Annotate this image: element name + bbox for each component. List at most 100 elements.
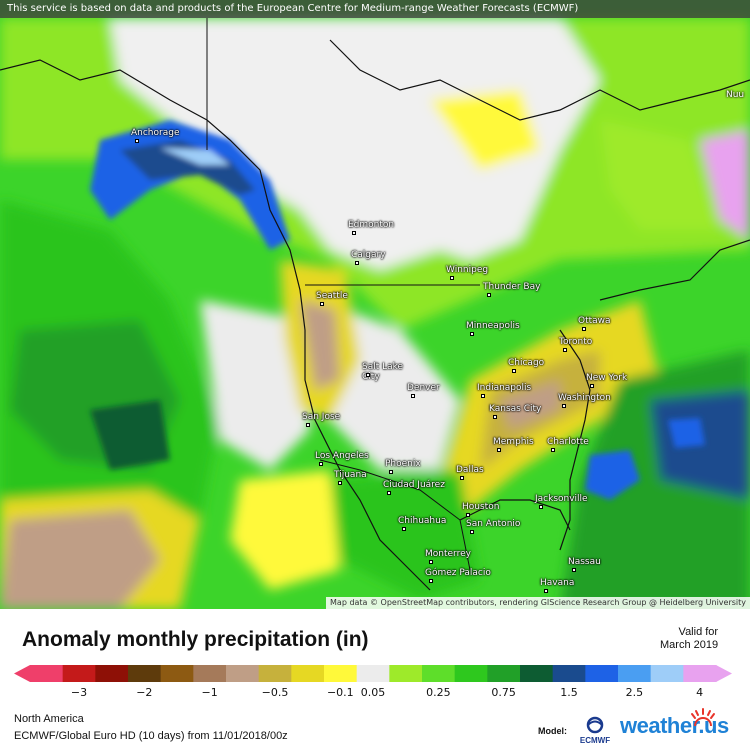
city-marker-icon <box>460 476 464 480</box>
city-label[interactable]: Washington <box>558 393 611 408</box>
city-marker-icon <box>544 589 548 593</box>
city-marker-icon <box>551 448 555 452</box>
city-label[interactable]: Chihuahua <box>398 516 446 531</box>
legend-swatch <box>618 665 652 682</box>
svg-text:ECMWF: ECMWF <box>580 736 610 745</box>
region-label: North America <box>14 713 84 725</box>
legend-tick-label: 0.05 <box>360 686 386 699</box>
legend-swatch <box>520 665 554 682</box>
city-label[interactable]: Toronto <box>559 337 592 352</box>
city-label[interactable]: Indianapolis <box>477 383 531 398</box>
city-label[interactable]: Minneapolis <box>466 321 520 336</box>
city-label[interactable]: Houston <box>462 502 499 517</box>
city-label[interactable]: Los Angeles <box>315 451 369 466</box>
city-label[interactable]: Ottawa <box>578 316 611 331</box>
ecmwf-logo: ECMWF <box>575 716 615 746</box>
city-label[interactable]: Winnipeg <box>446 265 488 280</box>
city-marker-icon <box>562 404 566 408</box>
city-marker-icon <box>389 470 393 474</box>
city-label[interactable]: Chicago <box>508 358 544 373</box>
city-marker-icon <box>338 481 342 485</box>
legend-swatch <box>422 665 456 682</box>
legend-swatch <box>160 665 194 682</box>
city-marker-icon <box>352 231 356 235</box>
color-legend: −3 −2 −1 −0.5 −0.1 0.05 0.25 0.75 1.5 2.5 4 <box>0 659 750 699</box>
city-marker-icon <box>319 462 323 466</box>
edge-city-label: Nuu <box>726 90 745 100</box>
city-marker-icon <box>487 293 491 297</box>
legend-swatch <box>389 665 423 682</box>
city-label[interactable]: Anchorage <box>131 128 180 143</box>
model-run-info: ECMWF/Global Euro HD (10 days) from 11/0… <box>14 730 288 742</box>
city-marker-icon <box>470 332 474 336</box>
legend-swatch <box>95 665 129 682</box>
city-label[interactable]: Edmonton <box>348 220 394 235</box>
map-attribution[interactable]: Map data © OpenStreetMap contributors, r… <box>326 597 750 609</box>
model-label: Model: <box>538 726 567 736</box>
city-label[interactable]: Denver <box>407 383 440 398</box>
legend-tick-label: 1.5 <box>560 686 578 699</box>
legend-tick-label: −3 <box>70 686 88 699</box>
city-marker-icon <box>411 394 415 398</box>
legend-bar <box>14 665 732 682</box>
city-label[interactable]: Phoenix <box>385 459 421 474</box>
city-label[interactable]: Dallas <box>456 465 484 480</box>
ecmwf-notice-banner: This service is based on data and produc… <box>0 0 750 18</box>
valid-period: Valid for March 2019 <box>660 626 718 652</box>
city-label[interactable]: San Jose <box>302 412 340 427</box>
city-marker-icon <box>387 491 391 495</box>
legend-swatch <box>128 665 162 682</box>
legend-swatch <box>552 665 586 682</box>
city-marker-icon <box>470 530 474 534</box>
map-footer: Anomaly monthly precipitation (in) Valid… <box>0 609 750 750</box>
valid-label: Valid for <box>678 626 719 638</box>
city-marker-icon <box>563 348 567 352</box>
city-marker-icon <box>355 261 359 265</box>
legend-swatch <box>650 665 684 682</box>
legend-swatch <box>585 665 619 682</box>
city-marker-icon <box>429 579 433 583</box>
valid-date: March 2019 <box>660 639 719 651</box>
city-label[interactable]: San Antonio <box>466 519 520 534</box>
city-label[interactable]: Gómez Palacio <box>425 568 491 583</box>
city-marker-icon <box>539 505 543 509</box>
city-label[interactable]: Ciudad Juárez <box>383 480 445 495</box>
chart-title: Anomaly monthly precipitation (in) <box>22 628 369 651</box>
city-label[interactable]: Monterrey <box>425 549 471 564</box>
legend-swatch <box>356 665 390 682</box>
city-label[interactable]: Tijuana <box>334 470 367 485</box>
city-label[interactable]: Memphis <box>493 437 534 452</box>
city-marker-icon <box>450 276 454 280</box>
city-label[interactable]: Thunder Bay <box>483 282 540 297</box>
legend-swatch <box>193 665 227 682</box>
legend-swatch <box>683 665 717 682</box>
legend-tick-label: 2.5 <box>625 686 644 699</box>
legend-tick-label: 4 <box>696 686 704 699</box>
precipitation-map[interactable]: This service is based on data and produc… <box>0 0 750 609</box>
map-canvas <box>0 0 750 609</box>
city-label[interactable]: Jacksonville <box>535 494 588 509</box>
city-label[interactable]: Havana <box>540 578 574 593</box>
city-marker-icon <box>481 394 485 398</box>
city-marker-icon <box>590 384 594 388</box>
legend-swatch <box>487 665 521 682</box>
legend-tick-label: 0.75 <box>491 686 516 699</box>
city-label[interactable]: Calgary <box>351 250 386 265</box>
city-marker-icon <box>512 369 516 373</box>
city-marker-icon <box>497 448 501 452</box>
legend-tick-label: 0.25 <box>426 686 451 699</box>
city-label[interactable]: Nassau <box>568 557 601 572</box>
city-label[interactable]: Salt Lake City <box>362 362 404 382</box>
city-label[interactable]: Kansas City <box>489 404 541 419</box>
city-marker-icon <box>466 513 470 517</box>
legend-max-arrow <box>716 665 732 682</box>
city-label[interactable]: Charlotte <box>547 437 589 452</box>
city-label[interactable]: Seattle <box>316 291 348 306</box>
legend-tick-label: −2 <box>136 686 153 699</box>
city-marker-icon <box>320 302 324 306</box>
sun-icon <box>689 706 717 730</box>
legend-swatch <box>454 665 488 682</box>
city-label[interactable]: New York <box>586 373 627 388</box>
legend-tick-label: −0.5 <box>261 686 289 699</box>
legend-tick-label: −1 <box>201 686 218 699</box>
